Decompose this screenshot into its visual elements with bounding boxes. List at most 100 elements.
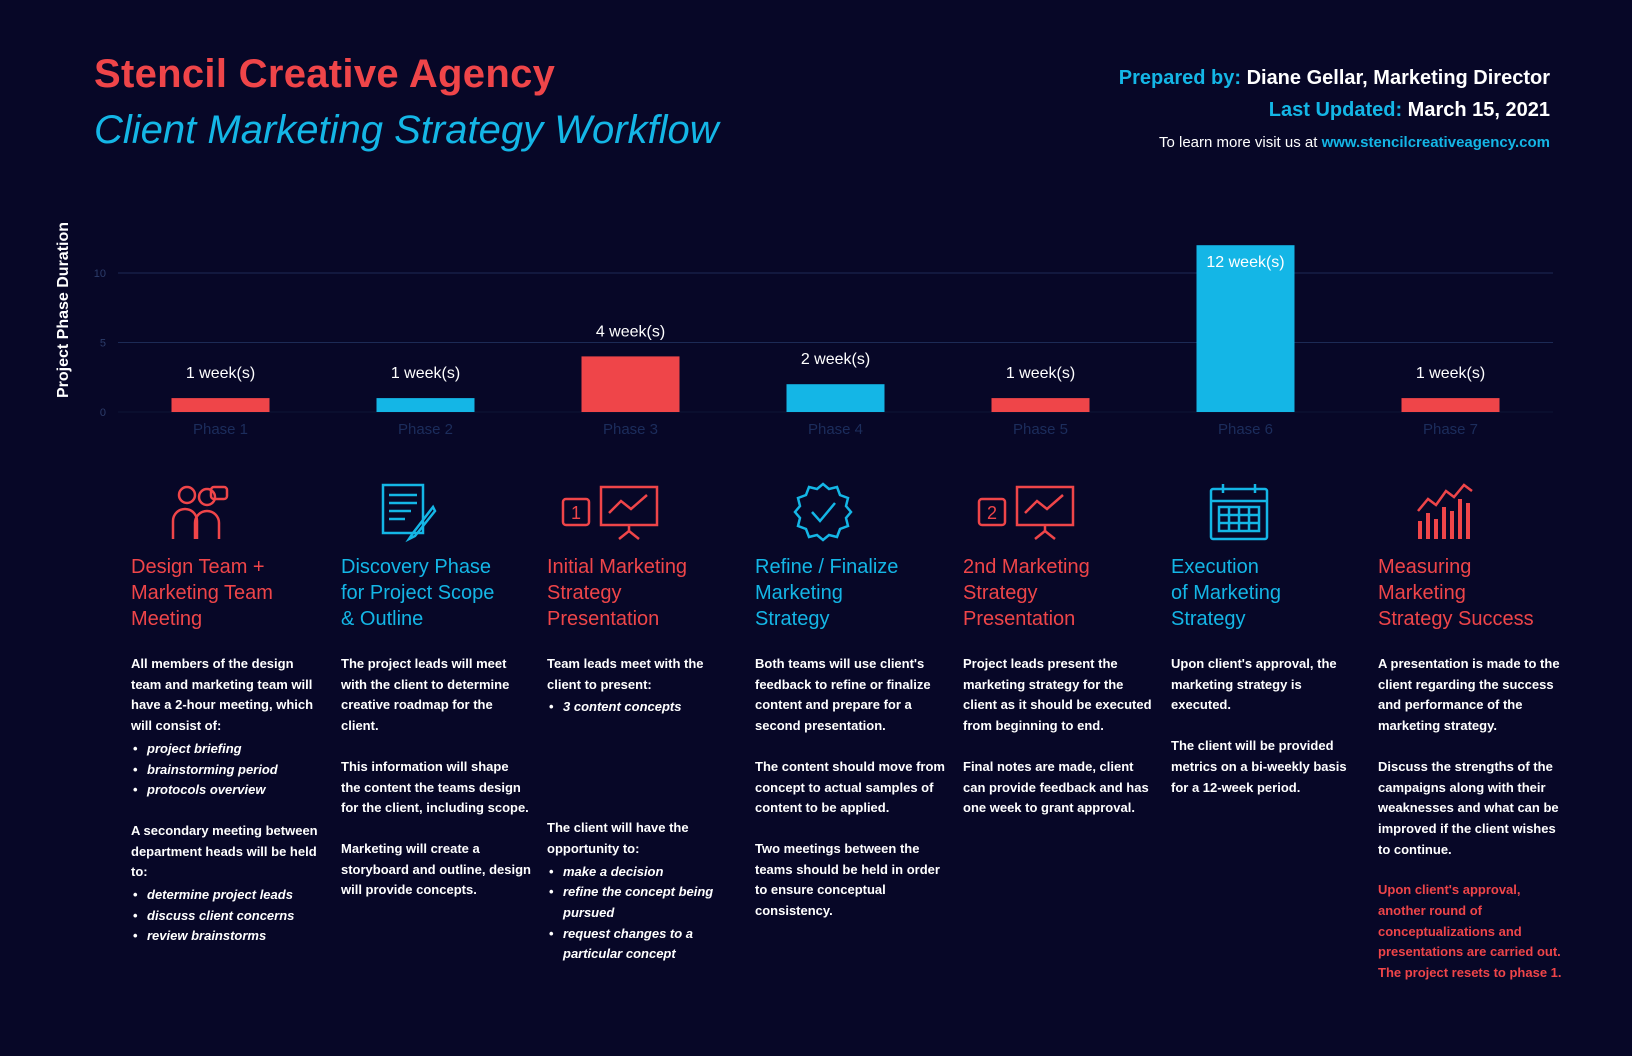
phase-duration-chart: 0 5 10 1 week(s) Phase 1 1 week(s) Phase 2 4 we…	[94, 245, 1553, 438]
phase-description: All members of the design team and marke…	[131, 654, 321, 947]
y-tick-label: 0	[100, 407, 106, 419]
spacer	[547, 718, 737, 818]
description-paragraph: Final notes are made, client can provide…	[963, 758, 1149, 816]
phase-description: The project leads will meet with the cli…	[341, 654, 531, 901]
prepared-by-value: Diane Gellar, Marketing Director	[1246, 67, 1550, 89]
phase-title-line: Measuring	[1378, 556, 1472, 578]
category-label: Phase 3	[603, 421, 658, 438]
calendar-icon	[1171, 478, 1361, 546]
phase-title: Discovery Phase for Project Scope & Outlin…	[341, 554, 531, 654]
description-paragraph: The client will have the opportunity to:	[547, 820, 689, 856]
spacer	[1378, 737, 1568, 757]
spacer	[755, 819, 945, 839]
bullet-item: make a decision	[549, 862, 737, 883]
description-paragraph: The project leads will meet with the cli…	[341, 656, 510, 734]
description-paragraph: The client will be provided metrics on a…	[1171, 738, 1347, 795]
bullet-item: request changes to a particular concept	[549, 924, 737, 965]
phase-title: Execution of Marketing Strategy	[1171, 554, 1361, 654]
description-paragraph: Team leads meet with the client to prese…	[547, 656, 704, 692]
learn-more-text: To learn more visit us at	[1158, 134, 1318, 151]
phase-description: Team leads meet with the client to prese…	[547, 654, 737, 965]
bar-6	[1196, 245, 1295, 412]
phase-title-line: Discovery Phase	[341, 556, 492, 578]
y-tick-label: 5	[100, 338, 106, 350]
prepared-by: Prepared by: Diane Gellar, Marketing Dir…	[1119, 62, 1550, 94]
phase-title: Design Team + Marketing Team Meeting	[131, 554, 321, 654]
bar-growth-icon	[1378, 478, 1568, 546]
phase-title-line: of Marketing	[1171, 582, 1282, 604]
website-link[interactable]: www.stencilcreativeagency.com	[1321, 134, 1550, 151]
bar-3	[581, 356, 680, 412]
phase-title: Initial Marketing Strategy Presentation	[547, 554, 737, 654]
phase-column-2: Discovery Phase for Project Scope & Outlin…	[341, 478, 531, 901]
bullet-item: review brainstorms	[133, 926, 321, 947]
phase-title-line: Strategy Success	[1378, 608, 1534, 630]
spacer	[131, 801, 321, 821]
data-label: 1 week(s)	[1006, 365, 1075, 382]
bullet-item: 3 content concepts	[549, 697, 737, 718]
bar-7	[1401, 398, 1500, 412]
phase-description: Both teams will use client's feedback to…	[755, 654, 945, 922]
spacer	[1378, 860, 1568, 880]
category-label: Phase 2	[398, 421, 453, 438]
presentation-two-icon: 2	[963, 478, 1153, 546]
phase-title-line: Refine / Finalize	[755, 556, 899, 578]
data-label: 1 week(s)	[1416, 365, 1485, 382]
bullet-item: determine project leads	[133, 885, 321, 906]
phase-title-line: & Outline	[341, 608, 424, 630]
prepared-by-label: Prepared by:	[1118, 67, 1241, 89]
data-label: 12 week(s)	[1206, 254, 1284, 271]
phase-title: Refine / Finalize Marketing Strategy	[755, 554, 945, 654]
phase-column-4: Refine / Finalize Marketing Strategy Both t…	[755, 478, 945, 922]
last-updated: Last Updated: March 15, 2021	[1119, 94, 1550, 126]
phase-title-line: Strategy	[755, 608, 830, 630]
spacer	[341, 737, 531, 757]
phase-column-5: 2 2nd Marketing Strategy Presentation Projec…	[963, 478, 1153, 819]
svg-text:2: 2	[987, 503, 997, 523]
phase-column-7: Measuring Marketing Strategy Success A pres…	[1378, 478, 1568, 984]
phase-title-line: Presentation	[547, 608, 660, 630]
category-label: Phase 5	[1013, 421, 1068, 438]
phase-title-line: Initial Marketing	[547, 556, 688, 578]
category-label: Phase 6	[1218, 421, 1273, 438]
description-paragraph: Two meetings between the teams should be…	[755, 840, 940, 919]
last-updated-label: Last Updated:	[1268, 99, 1403, 121]
description-paragraph: Marketing will create a storyboard and o…	[341, 840, 531, 898]
document-meta: Prepared by: Diane Gellar, Marketing Dir…	[1119, 62, 1550, 151]
bar-2	[376, 398, 475, 412]
description-paragraph: Both teams will use client's feedback to…	[755, 656, 931, 734]
bullet-item: project briefing	[133, 739, 321, 760]
page-title: Stencil Creative Agency	[94, 52, 556, 96]
bullet-list: make a decisionrefine the concept being …	[547, 862, 737, 966]
y-tick-label: 10	[94, 268, 106, 280]
data-label: 4 week(s)	[596, 323, 665, 340]
bullet-item: protocols overview	[133, 780, 321, 801]
phase-title-line: Strategy	[547, 582, 622, 604]
description-paragraph: Project leads present the marketing stra…	[963, 656, 1152, 734]
category-label: Phase 4	[808, 421, 863, 438]
bar-4	[786, 384, 885, 412]
team-meeting-icon	[131, 478, 321, 546]
phase-column-3: 1 Initial Marketing Strategy Presentation Te…	[547, 478, 737, 965]
phase-description: Project leads present the marketing stra…	[963, 654, 1153, 819]
bullet-list: determine project leadsdiscuss client co…	[131, 885, 321, 947]
bullet-item: discuss client concerns	[133, 906, 321, 927]
bullet-list: 3 content concepts	[547, 697, 737, 718]
category-label: Phase 7	[1423, 421, 1478, 438]
category-label: Phase 1	[193, 421, 248, 438]
description-paragraph: This information will shape the content …	[341, 758, 529, 816]
phase-title-line: Execution	[1171, 556, 1259, 578]
phase-title: Measuring Marketing Strategy Success	[1378, 554, 1568, 654]
check-badge-icon	[755, 478, 945, 546]
phase-description: Upon client's approval, the marketing st…	[1171, 654, 1361, 798]
description-paragraph: All members of the design team and marke…	[131, 656, 314, 734]
spacer	[1171, 716, 1361, 736]
bullet-item: brainstorming period	[133, 760, 321, 781]
description-paragraph: A secondary meeting between department h…	[131, 822, 318, 880]
phase-title-line: Strategy	[963, 582, 1038, 604]
spacer	[341, 819, 531, 839]
data-label: 1 week(s)	[186, 365, 255, 382]
phase-title-line: Marketing	[1378, 582, 1466, 604]
phase-column-6: Execution of Marketing Strategy Upon client…	[1171, 478, 1361, 798]
presentation-one-icon: 1	[547, 478, 737, 546]
